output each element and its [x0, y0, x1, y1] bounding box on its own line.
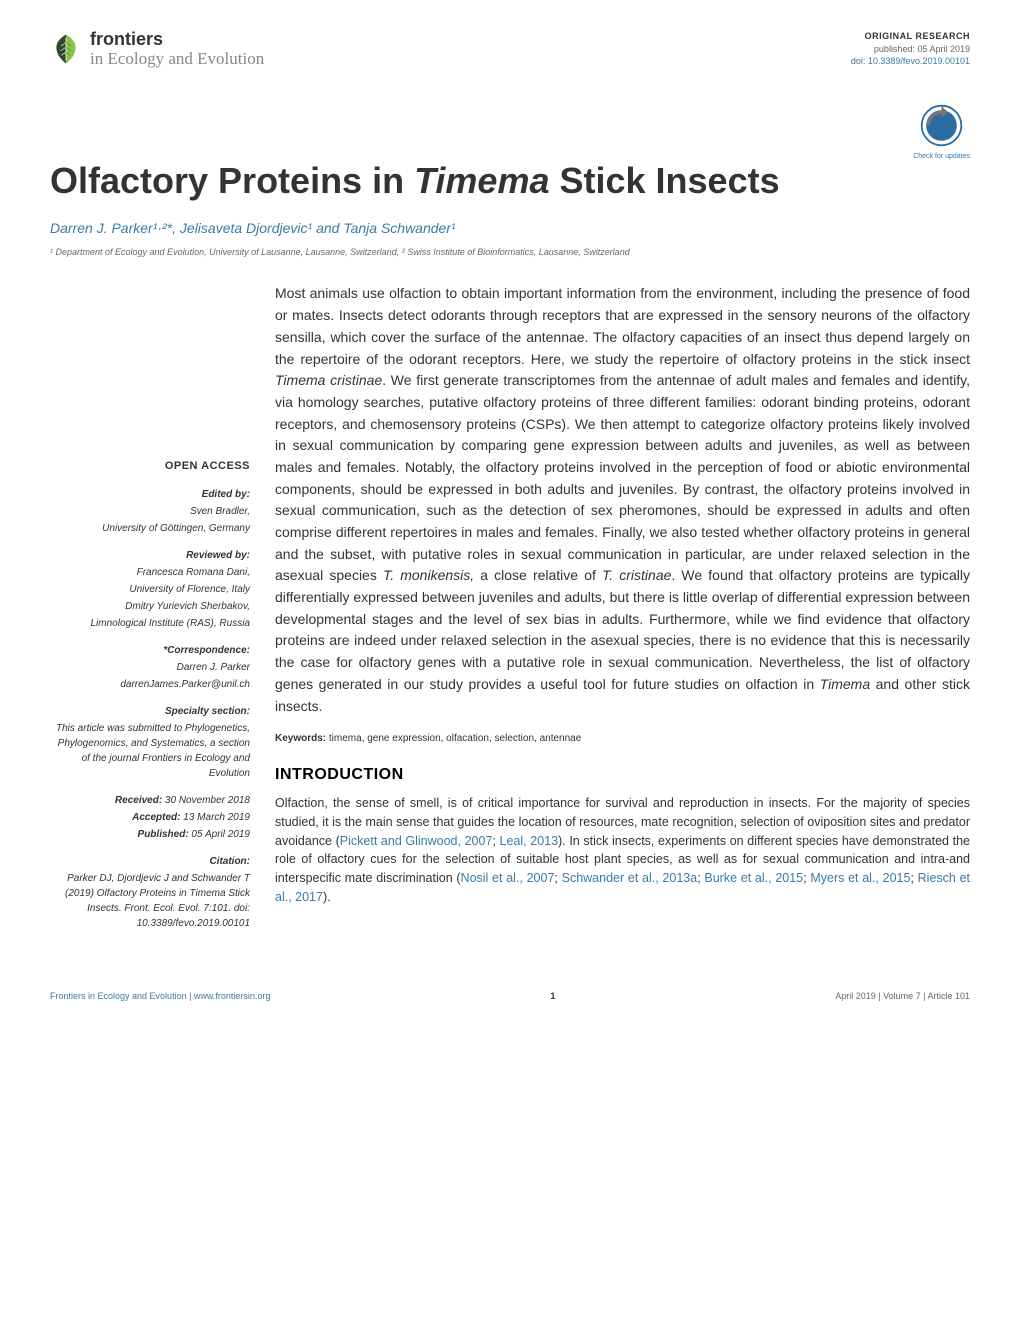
specialty-head: Specialty section: [50, 704, 250, 719]
editor-name: Sven Bradler, [50, 504, 250, 519]
page-number: 1 [550, 991, 555, 1001]
abstract: Most animals use olfaction to obtain imp… [275, 283, 970, 717]
main-content: Most animals use olfaction to obtain imp… [275, 283, 970, 943]
keywords-label: Keywords: [275, 733, 329, 744]
check-updates-badge[interactable]: Check for updates [913, 103, 970, 160]
reviewed-by-head: Reviewed by: [50, 548, 250, 563]
specialty-body: This article was submitted to Phylogenet… [50, 721, 250, 781]
page-footer: Frontiers in Ecology and Evolution | www… [50, 983, 970, 1001]
journal-logo: frontiers in Ecology and Evolution [50, 30, 264, 68]
citation-link[interactable]: Leal, 2013 [500, 834, 559, 848]
article-type: ORIGINAL RESEARCH [851, 30, 970, 43]
authors[interactable]: Darren J. Parker¹·²*, Jelisaveta Djordje… [50, 220, 970, 236]
page-header: frontiers in Ecology and Evolution ORIGI… [50, 30, 970, 68]
citation-head: Citation: [50, 854, 250, 869]
editor-inst: University of Göttingen, Germany [50, 521, 250, 536]
doi-link[interactable]: doi: 10.3389/fevo.2019.00101 [851, 55, 970, 68]
keywords-list: timema, gene expression, olfacation, sel… [329, 733, 581, 744]
reviewer2-inst: Limnological Institute (RAS), Russia [50, 616, 250, 631]
citation-link[interactable]: Nosil et al., 2007 [461, 871, 555, 885]
article-title: Olfactory Proteins in Timema Stick Insec… [50, 160, 970, 201]
header-meta: ORIGINAL RESEARCH published: 05 April 20… [851, 30, 970, 68]
corr-name: Darren J. Parker [50, 660, 250, 675]
affiliations: ¹ Department of Ecology and Evolution, U… [50, 246, 970, 259]
citation-link[interactable]: Burke et al., 2015 [704, 871, 803, 885]
reviewer1-inst: University of Florence, Italy [50, 582, 250, 597]
published-label: Published: [138, 829, 189, 840]
accepted-label: Accepted: [132, 812, 180, 823]
published-date-side: 05 April 2019 [189, 829, 250, 840]
citation-link[interactable]: Myers et al., 2015 [810, 871, 910, 885]
logo-sub-text: in Ecology and Evolution [90, 50, 264, 69]
published-date: published: 05 April 2019 [851, 43, 970, 56]
keywords: Keywords: timema, gene expression, olfac… [275, 733, 970, 744]
citation-link[interactable]: Schwander et al., 2013a [562, 871, 698, 885]
footer-issue: April 2019 | Volume 7 | Article 101 [835, 991, 970, 1001]
accepted-date: 13 March 2019 [181, 812, 251, 823]
frontiers-leaf-icon [50, 33, 82, 65]
reviewer2-name: Dmitry Yurievich Sherbakov, [50, 599, 250, 614]
check-updates-label: Check for updates [913, 153, 970, 160]
correspondence-head: *Correspondence: [50, 643, 250, 658]
citation-body: Parker DJ, Djordjevic J and Schwander T … [50, 871, 250, 931]
edited-by-head: Edited by: [50, 487, 250, 502]
corr-email[interactable]: darrenJames.Parker@unil.ch [50, 677, 250, 692]
reviewer1-name: Francesca Romana Dani, [50, 565, 250, 580]
footer-url[interactable]: www.frontiersin.org [194, 991, 271, 1001]
received-date: 30 November 2018 [162, 795, 250, 806]
citation-link[interactable]: Pickett and Glinwood, 2007 [340, 834, 493, 848]
received-label: Received: [115, 795, 162, 806]
footer-journal[interactable]: Frontiers in Ecology and Evolution [50, 991, 187, 1001]
open-access-label: OPEN ACCESS [50, 458, 250, 475]
introduction-heading: INTRODUCTION [275, 766, 970, 784]
sidebar-meta: OPEN ACCESS Edited by: Sven Bradler, Uni… [50, 283, 250, 943]
logo-main-text: frontiers [90, 30, 264, 50]
introduction-body: Olfaction, the sense of smell, is of cri… [275, 794, 970, 907]
check-updates-icon [919, 103, 964, 148]
